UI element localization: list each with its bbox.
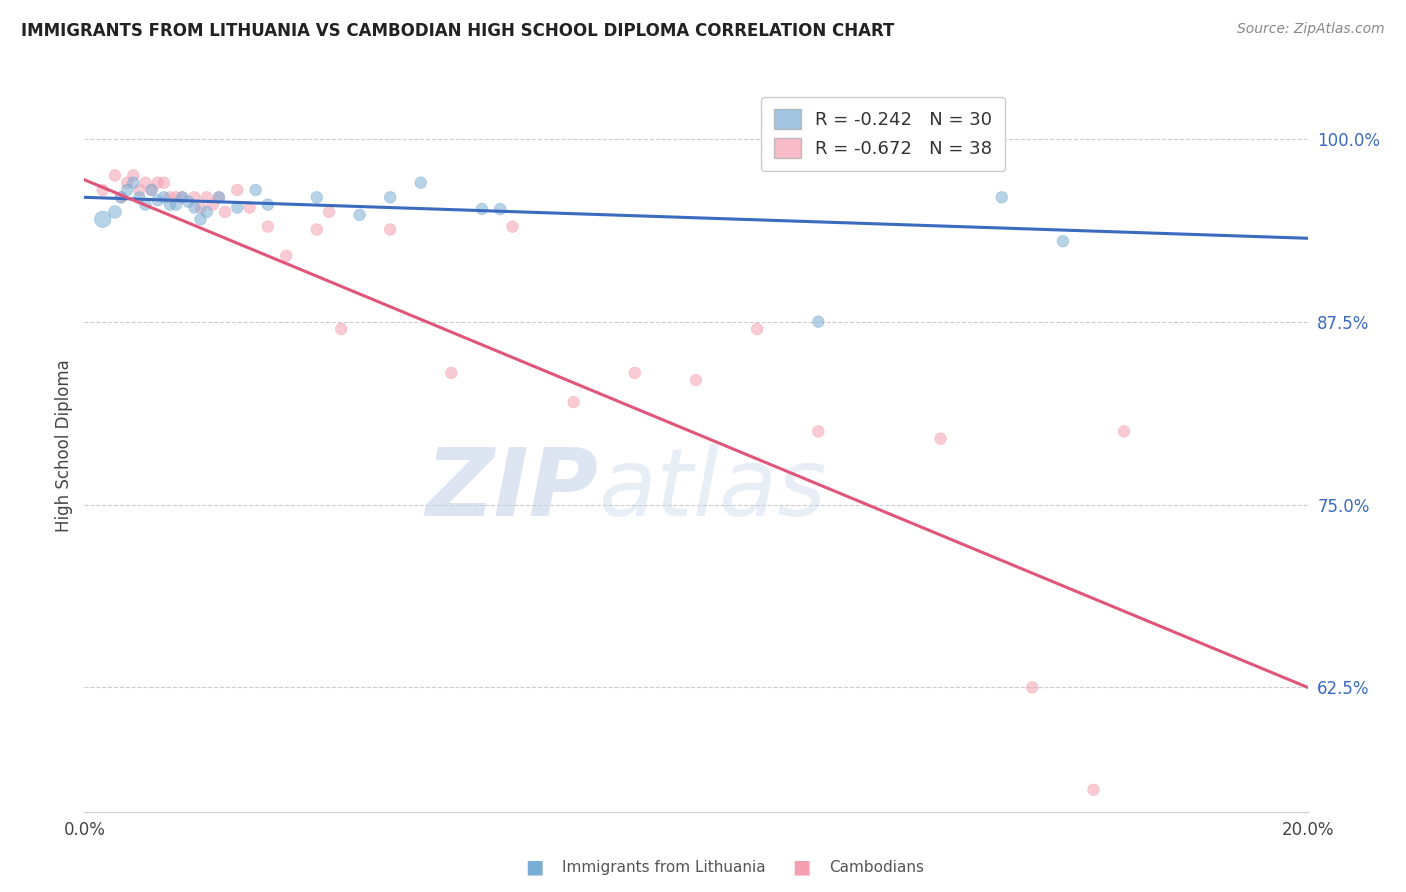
Point [305, 190, 328, 204]
Text: Source: ZipAtlas.com: Source: ZipAtlas.com [1237, 22, 1385, 37]
Point [226, 201, 249, 215]
Point [104, 169, 127, 183]
Point [159, 190, 181, 204]
Point [91, 183, 114, 197]
Point [122, 169, 145, 183]
Point [110, 190, 132, 204]
Point [165, 190, 187, 204]
Y-axis label: High School Diploma: High School Diploma [55, 359, 73, 533]
Point [172, 190, 194, 204]
Point [190, 212, 212, 227]
Point [330, 322, 353, 336]
Point [807, 315, 830, 329]
Point [685, 373, 707, 387]
Text: ■: ■ [792, 857, 811, 877]
Point [257, 219, 280, 234]
Point [380, 190, 402, 204]
Point [195, 190, 218, 204]
Point [146, 176, 169, 190]
Point [110, 190, 132, 204]
Point [624, 366, 647, 380]
Text: atlas: atlas [598, 444, 827, 535]
Point [115, 176, 138, 190]
Point [1021, 681, 1043, 695]
Point [238, 201, 260, 215]
Point [380, 222, 402, 236]
Point [172, 190, 194, 204]
Point [1114, 425, 1136, 439]
Point [440, 366, 463, 380]
Point [349, 208, 371, 222]
Point [305, 222, 328, 236]
Legend: R = -0.242   N = 30, R = -0.672   N = 38: R = -0.242 N = 30, R = -0.672 N = 38 [761, 96, 1005, 170]
Text: ZIP: ZIP [425, 444, 598, 536]
Point [91, 212, 114, 227]
Point [257, 197, 280, 211]
Text: Immigrants from Lithuania: Immigrants from Lithuania [562, 860, 766, 874]
Point [201, 197, 224, 211]
Point [1083, 782, 1105, 797]
Point [159, 197, 181, 211]
Point [146, 193, 169, 207]
Point [183, 201, 205, 215]
Point [208, 190, 231, 204]
Point [128, 190, 150, 204]
Point [807, 425, 830, 439]
Point [122, 176, 145, 190]
Point [183, 190, 205, 204]
Point [929, 432, 952, 446]
Point [141, 183, 163, 197]
Point [276, 249, 298, 263]
Point [409, 176, 432, 190]
Point [153, 176, 176, 190]
Point [318, 205, 340, 219]
Point [489, 202, 512, 216]
Point [747, 322, 769, 336]
Point [471, 202, 494, 216]
Point [141, 183, 163, 197]
Point [562, 395, 585, 409]
Point [135, 176, 157, 190]
Text: ■: ■ [524, 857, 544, 877]
Text: Cambodians: Cambodians [830, 860, 925, 874]
Point [1052, 234, 1074, 248]
Point [195, 205, 218, 219]
Point [165, 197, 187, 211]
Point [245, 183, 267, 197]
Point [226, 183, 249, 197]
Point [153, 190, 176, 204]
Text: IMMIGRANTS FROM LITHUANIA VS CAMBODIAN HIGH SCHOOL DIPLOMA CORRELATION CHART: IMMIGRANTS FROM LITHUANIA VS CAMBODIAN H… [21, 22, 894, 40]
Point [991, 190, 1014, 204]
Point [214, 205, 236, 219]
Point [135, 197, 157, 211]
Point [208, 190, 231, 204]
Point [115, 183, 138, 197]
Point [177, 194, 200, 209]
Point [190, 201, 212, 215]
Point [128, 183, 150, 197]
Point [104, 205, 127, 219]
Point [502, 219, 524, 234]
